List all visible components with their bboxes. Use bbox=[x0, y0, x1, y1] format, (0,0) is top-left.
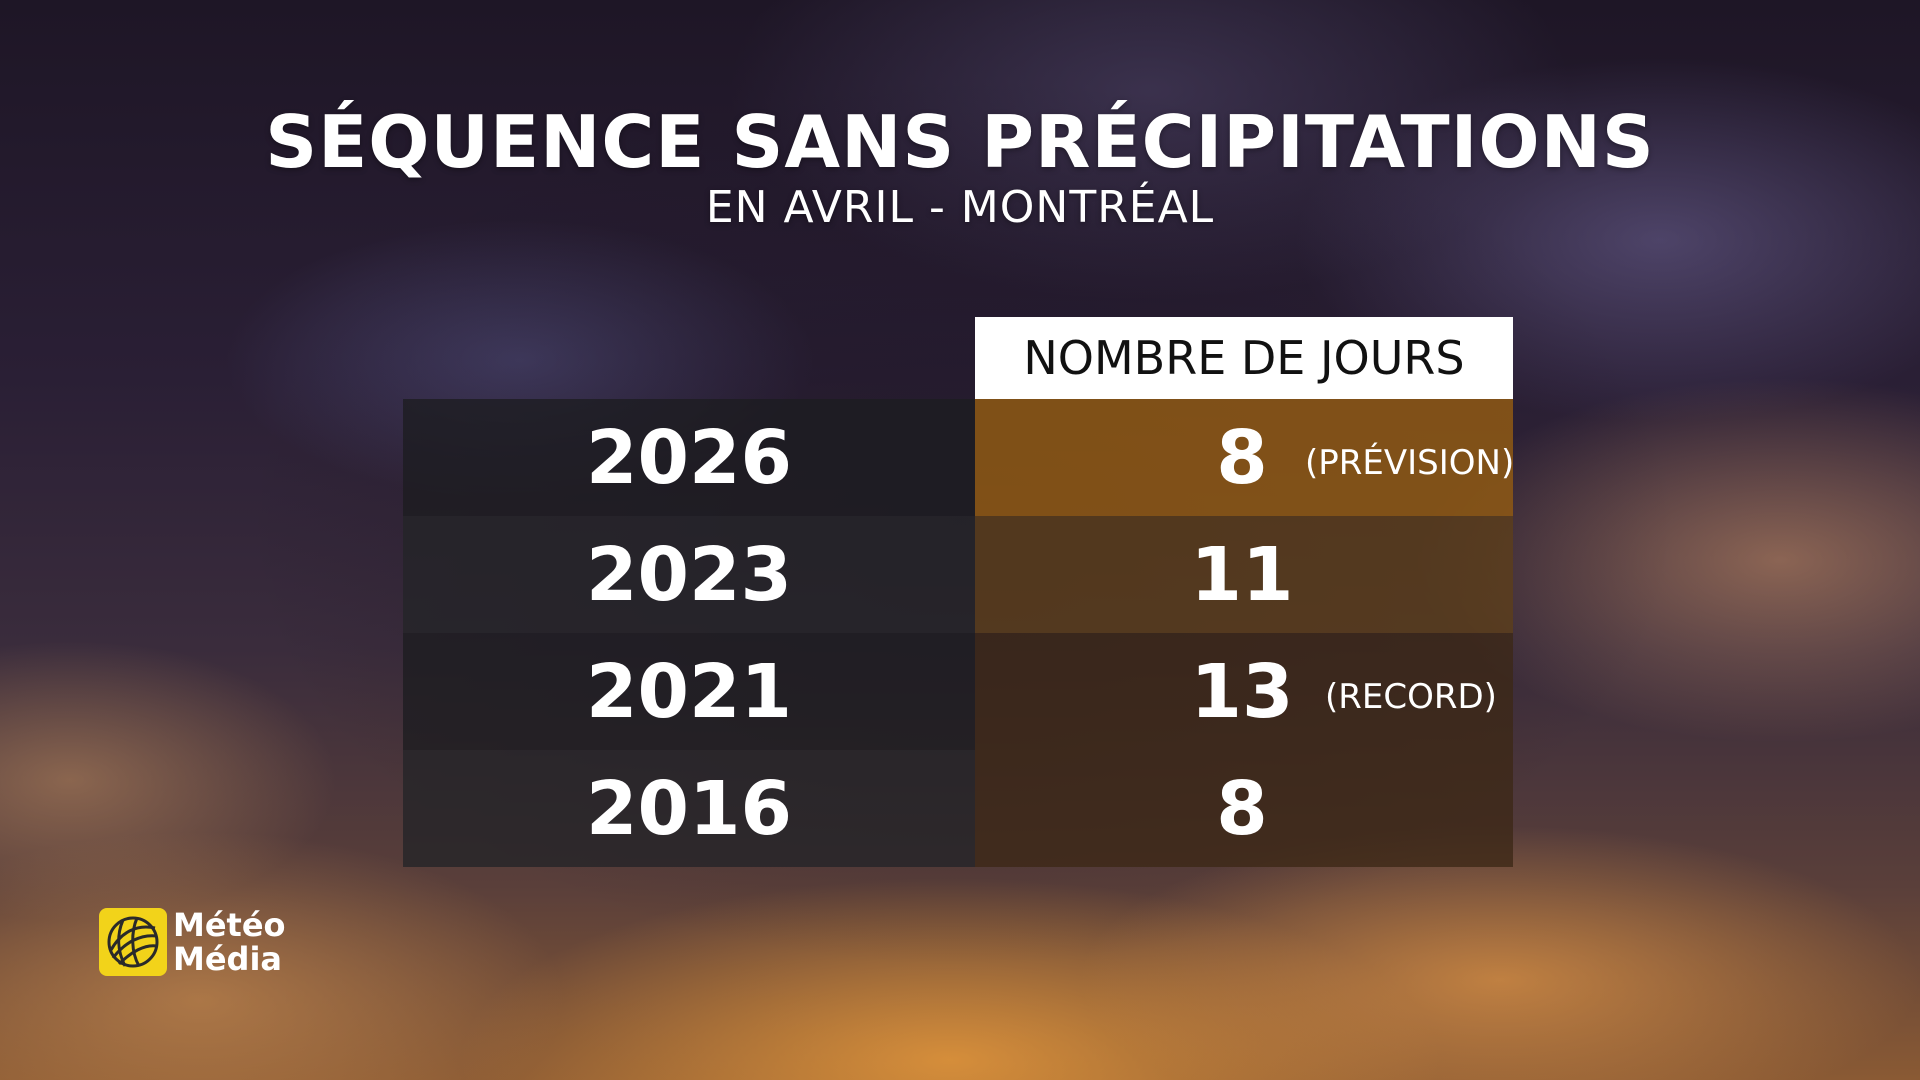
days-value: 13 bbox=[1190, 648, 1294, 735]
days-cell: 8 (PRÉVISION) bbox=[975, 399, 1515, 516]
logo-wordmark: Météo Média bbox=[173, 908, 286, 976]
year-cell: 2026 bbox=[403, 399, 975, 516]
dry-streak-table: NOMBRE DE JOURS 2026 8 (PRÉVISION) 2023 … bbox=[403, 317, 1515, 867]
year-cell: 2016 bbox=[403, 750, 975, 867]
header-year-column bbox=[403, 317, 975, 399]
table-row: 2021 13 (RECORD) bbox=[403, 633, 1513, 750]
days-note: (PRÉVISION) bbox=[1305, 442, 1515, 483]
year-cell: 2023 bbox=[403, 516, 975, 633]
table-row: 2026 8 (PRÉVISION) bbox=[403, 399, 1515, 516]
days-value: 11 bbox=[1190, 531, 1294, 618]
days-note: (RECORD) bbox=[1325, 676, 1497, 717]
days-value: 8 bbox=[1216, 414, 1268, 501]
year-cell: 2021 bbox=[403, 633, 975, 750]
table-header-row: NOMBRE DE JOURS bbox=[403, 317, 1513, 399]
page-subtitle: EN AVRIL - MONTRÉAL bbox=[705, 182, 1215, 233]
days-value: 8 bbox=[1216, 765, 1268, 852]
days-cell: 13 (RECORD) bbox=[975, 633, 1513, 750]
header-days-column: NOMBRE DE JOURS bbox=[975, 317, 1513, 399]
logo-line-1: Météo bbox=[173, 906, 286, 944]
meteomedia-logo: Météo Média bbox=[99, 908, 286, 976]
globe-icon bbox=[99, 908, 167, 976]
page-title: SÉQUENCE SANS PRÉCIPITATIONS bbox=[265, 100, 1655, 184]
logo-line-2: Média bbox=[173, 940, 283, 978]
table-row: 2016 8 bbox=[403, 750, 1513, 867]
table-row: 2023 11 bbox=[403, 516, 1513, 633]
days-cell: 8 bbox=[975, 750, 1513, 867]
days-cell: 11 bbox=[975, 516, 1513, 633]
